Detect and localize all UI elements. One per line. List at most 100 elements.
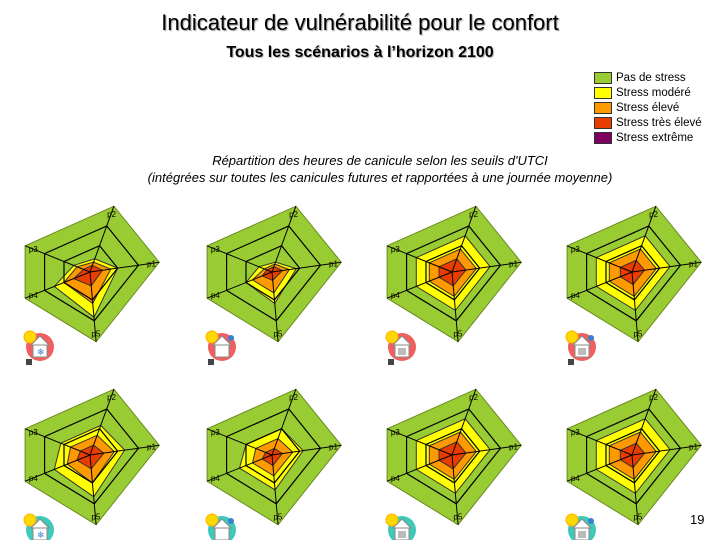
- radar-grid-ring: [585, 408, 682, 505]
- radar-grid-ring: [406, 225, 502, 322]
- axis-label-p1: p1: [509, 442, 518, 451]
- radar-grid-ring: [43, 408, 140, 505]
- thermo-icon: [388, 359, 394, 365]
- radar-spoke: [206, 271, 273, 299]
- fan-icon: [228, 335, 234, 341]
- radar-spoke: [271, 271, 279, 342]
- legend-swatch: [594, 131, 612, 144]
- legend-label: Stress très élevé: [616, 116, 702, 129]
- radar-grid-ring: [425, 427, 481, 484]
- radar-spoke: [206, 428, 273, 456]
- radar-spoke: [24, 271, 91, 299]
- page-number: 19: [690, 512, 705, 527]
- roof-icon: [29, 335, 51, 346]
- axis-label-p2: p2: [469, 210, 478, 219]
- axis-label-p2: p2: [649, 393, 658, 402]
- axis-label-p4: p4: [391, 291, 400, 300]
- radar-spoke: [386, 271, 453, 299]
- legend-label: Stress extrême: [616, 131, 694, 144]
- window-icon: [398, 531, 406, 538]
- radar-spoke: [89, 444, 160, 456]
- legend-item: Stress élevé: [594, 100, 702, 115]
- radar-grid-ring: [605, 427, 661, 484]
- roof-icon: [391, 335, 413, 346]
- radar-panel: p1 p2 p3 p4 p5 ❄: [23, 388, 160, 540]
- radar-panel: p1 p2 p3 p4 p5: [565, 205, 702, 365]
- sun-icon: [385, 330, 399, 344]
- radar-spoke: [631, 454, 639, 525]
- window-icon: [578, 348, 586, 355]
- axis-label-p4: p4: [391, 474, 400, 483]
- radar-panel: p1 p2 p3 p4 p5: [385, 388, 522, 540]
- sun-icon: [23, 330, 37, 344]
- thermo-icon: [208, 359, 214, 365]
- radar-spoke: [89, 454, 97, 525]
- radar-spoke: [206, 245, 273, 273]
- axis-label-p5: p5: [453, 512, 462, 521]
- legend-label: Stress modéré: [616, 86, 691, 99]
- radar-spoke: [386, 454, 453, 482]
- axis-label-p4: p4: [571, 291, 580, 300]
- radar-grid-ring: [63, 244, 119, 301]
- radar-spoke: [566, 454, 633, 482]
- axis-label-p3: p3: [571, 245, 580, 254]
- roof-icon: [211, 518, 233, 529]
- radar-spoke: [451, 271, 459, 342]
- roof-icon: [571, 518, 593, 529]
- snowflake-icon: ❄: [37, 347, 45, 357]
- axis-label-p1: p1: [689, 442, 698, 451]
- radar-spoke: [451, 444, 522, 456]
- radar-spoke: [206, 454, 273, 482]
- roof-icon: [571, 335, 593, 346]
- legend-swatch: [594, 86, 612, 99]
- axis-label-p3: p3: [211, 245, 220, 254]
- axis-label-p2: p2: [649, 210, 658, 219]
- sun-icon: [23, 513, 37, 527]
- axis-label-p1: p1: [509, 259, 518, 268]
- caption-line-1: Répartition des heures de canicule selon…: [212, 153, 548, 168]
- radar-spoke: [566, 245, 633, 273]
- radar-spoke: [24, 454, 91, 482]
- legend-item: Stress extrême: [594, 130, 702, 145]
- axis-label-p5: p5: [633, 329, 642, 338]
- fan-icon: [588, 335, 594, 341]
- radar-spoke: [271, 454, 279, 525]
- radar-panel: p1 p2 p3 p4 p5: [565, 388, 702, 540]
- sun-icon: [565, 330, 579, 344]
- sun-icon: [385, 513, 399, 527]
- axis-label-p1: p1: [147, 259, 156, 268]
- axis-label-p4: p4: [29, 291, 38, 300]
- axis-label-p3: p3: [391, 428, 400, 437]
- legend: Pas de stress Stress modéré Stress élevé…: [594, 70, 702, 145]
- page-subtitle: Tous les scénarios à l’horizon 2100: [226, 44, 494, 61]
- radar-spoke: [631, 271, 639, 342]
- snowflake-icon: ❄: [37, 530, 45, 540]
- axis-label-p5: p5: [273, 329, 282, 338]
- legend-swatch: [594, 116, 612, 129]
- axis-label-p5: p5: [453, 329, 462, 338]
- axis-label-p3: p3: [211, 428, 220, 437]
- radar-spoke: [271, 389, 297, 456]
- window-icon: [578, 531, 586, 538]
- radar-spoke: [24, 245, 91, 273]
- radar-spoke: [451, 454, 459, 525]
- axis-label-p3: p3: [571, 428, 580, 437]
- axis-label-p1: p1: [147, 442, 156, 451]
- axis-label-p3: p3: [391, 245, 400, 254]
- axis-label-p5: p5: [633, 512, 642, 521]
- radar-spoke: [451, 261, 522, 273]
- radar-spoke: [631, 389, 657, 456]
- radar-grid-ring: [226, 408, 322, 505]
- fan-icon: [228, 518, 234, 524]
- axis-label-p5: p5: [273, 512, 282, 521]
- radar-grid-ring: [63, 427, 119, 484]
- radar-grid-ring: [43, 225, 140, 322]
- radar-panel: p1 p2 p3 p4 p5: [385, 205, 522, 365]
- radar-grid-ring: [605, 244, 661, 301]
- axis-label-p5: p5: [91, 512, 100, 521]
- axis-label-p2: p2: [107, 210, 116, 219]
- radar-ring: [72, 264, 104, 287]
- radar-spoke: [89, 261, 160, 273]
- radar-spoke: [386, 428, 453, 456]
